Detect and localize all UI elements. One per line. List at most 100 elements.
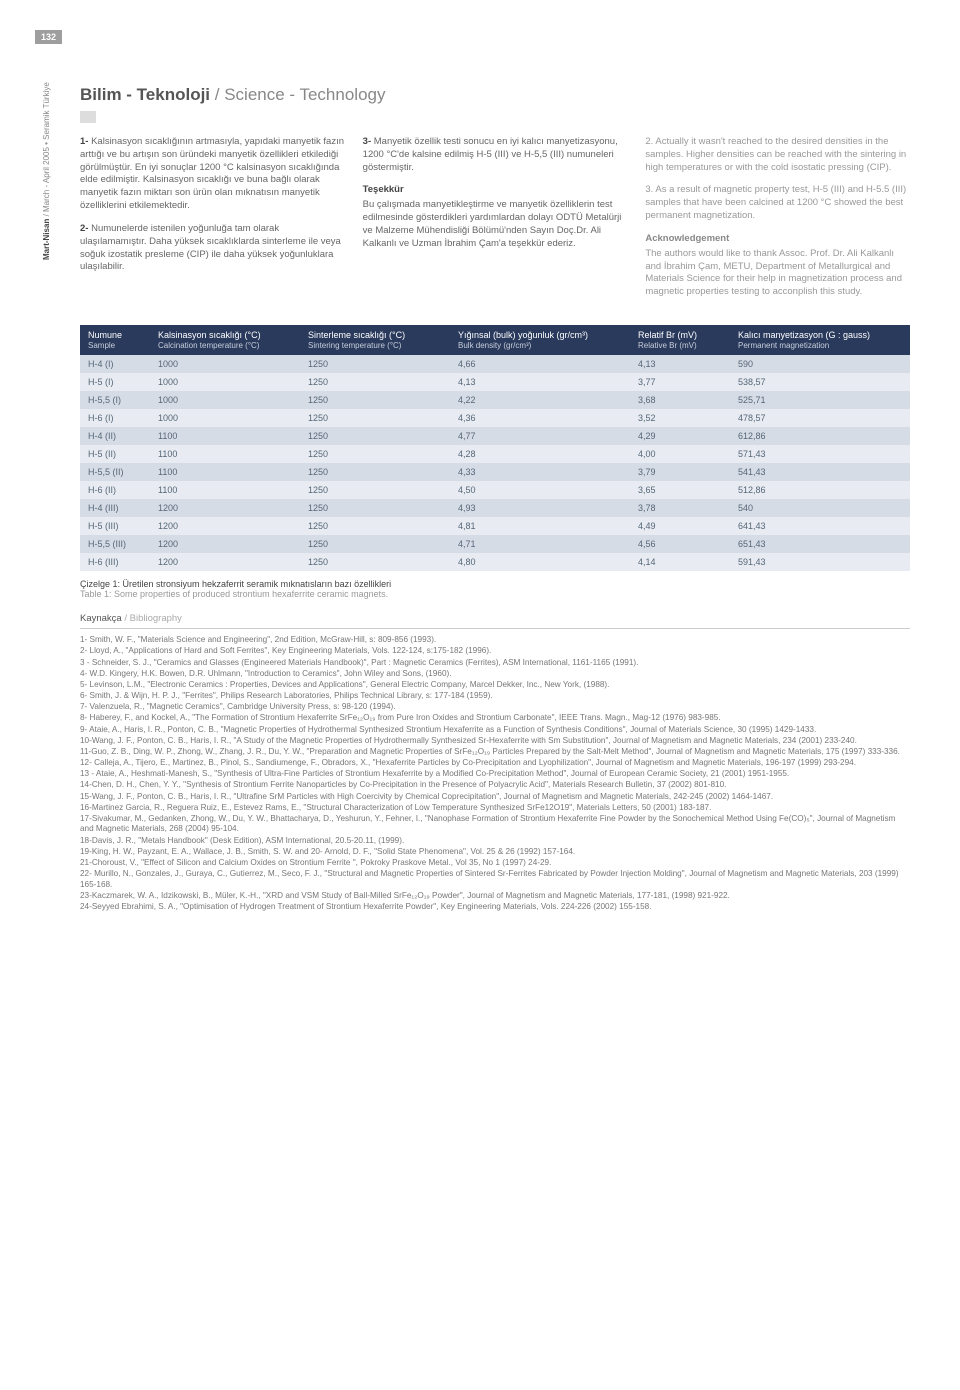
table-row: H-4 (III)120012504,933,78540 [80, 499, 910, 517]
bibliography-entry: 13 - Ataie, A., Heshmati-Manesh, S., "Sy… [80, 769, 910, 780]
bibliography-entry: 24-Seyyed Ebrahimi, S. A., "Optimisation… [80, 902, 910, 913]
bibliography-entry: 16-Martinez Garcia, R., Reguera Ruiz, E.… [80, 803, 910, 814]
table-cell: 1000 [150, 373, 300, 391]
data-table: NumuneSampleKalsinasyon sıcaklığı (°C)Ca… [80, 325, 910, 571]
table-cell: 540 [730, 499, 910, 517]
table-cell: 1100 [150, 445, 300, 463]
table-cell: 4,77 [450, 427, 630, 445]
table-cell: 4,80 [450, 553, 630, 571]
table-cell: 1250 [300, 553, 450, 571]
table-cell: H-6 (I) [80, 409, 150, 427]
table-header: Relatif Br (mV)Relative Br (mV) [630, 325, 730, 355]
table-header: Kalıcı manyetizasyon (G : gauss)Permanen… [730, 325, 910, 355]
table-cell: 1250 [300, 391, 450, 409]
table-cell: 590 [730, 355, 910, 373]
divider [80, 628, 910, 629]
bibliography-entry: 22- Murillo, N., Gonzales, J., Guraya, C… [80, 869, 910, 890]
table-cell: 4,71 [450, 535, 630, 553]
table-cell: 1200 [150, 535, 300, 553]
table-cell: 4,14 [630, 553, 730, 571]
bibliography-entry: 1- Smith, W. F., "Materials Science and … [80, 635, 910, 646]
table-cell: H-4 (III) [80, 499, 150, 517]
bibliography-entry: 15-Wang, J. F., Ponton, C. B., Haris, I.… [80, 792, 910, 803]
table-header: Yığınsal (bulk) yoğunluk (gr/cm³)Bulk de… [450, 325, 630, 355]
table-row: H-6 (II)110012504,503,65512,86 [80, 481, 910, 499]
table-cell: 4,29 [630, 427, 730, 445]
table-cell: H-5 (III) [80, 517, 150, 535]
table-header: NumuneSample [80, 325, 150, 355]
table-cell: H-6 (III) [80, 553, 150, 571]
bibliography-list: 1- Smith, W. F., "Materials Science and … [80, 635, 910, 912]
bibliography-entry: 4- W.D. Kingery, H.K. Bowen, D.R. Uhlman… [80, 669, 910, 680]
table-cell: 4,13 [630, 355, 730, 373]
table-row: H-5,5 (II)110012504,333,79541,43 [80, 463, 910, 481]
bibliography-entry: 17-Sivakumar, M., Gedanken, Zhong, W., D… [80, 814, 910, 835]
table-cell: 4,33 [450, 463, 630, 481]
table-cell: 1100 [150, 427, 300, 445]
page-number-badge: 132 [35, 30, 62, 44]
side-publication-info: Mart-Nisan / March - April 2005 • Serami… [42, 82, 51, 260]
table-row: H-5,5 (III)120012504,714,56651,43 [80, 535, 910, 553]
col-2: 3- Manyetik özellik testi sonucu en iyi … [363, 136, 628, 309]
table-cell: 4,22 [450, 391, 630, 409]
bibliography-entry: 3 - Schneider, S. J., "Ceramics and Glas… [80, 658, 910, 669]
table-row: H-5 (III)120012504,814,49641,43 [80, 517, 910, 535]
table-cell: H-6 (II) [80, 481, 150, 499]
table-cell: 3,68 [630, 391, 730, 409]
table-cell: H-5,5 (III) [80, 535, 150, 553]
table-cell: 1200 [150, 553, 300, 571]
table-cell: 4,00 [630, 445, 730, 463]
table-cell: 4,93 [450, 499, 630, 517]
table-row: H-6 (III)120012504,804,14591,43 [80, 553, 910, 571]
table-cell: 1250 [300, 409, 450, 427]
table-row: H-5,5 (I)100012504,223,68525,71 [80, 391, 910, 409]
table-cell: 1000 [150, 391, 300, 409]
table-cell: 1250 [300, 517, 450, 535]
bibliography-entry: 10-Wang, J. F., Ponton, C. B., Haris, I.… [80, 736, 910, 747]
table-cell: 4,28 [450, 445, 630, 463]
table-cell: H-5 (I) [80, 373, 150, 391]
table-cell: 571,43 [730, 445, 910, 463]
table-cell: 4,66 [450, 355, 630, 373]
table-row: H-5 (II)110012504,284,00571,43 [80, 445, 910, 463]
table-cell: 1250 [300, 427, 450, 445]
table-caption: Çizelge 1: Üretilen stronsiyum hekzaferr… [80, 579, 910, 599]
table-header: Sinterleme sıcaklığı (°C)Sintering tempe… [300, 325, 450, 355]
bibliography-entry: 7- Valenzuela, R., "Magnetic Ceramics", … [80, 702, 910, 713]
bibliography-entry: 5- Levinson, L.M., "Electronic Ceramics … [80, 680, 910, 691]
table-cell: 1250 [300, 355, 450, 373]
col-1: 1- Kalsinasyon sıcaklığının artmasıyla, … [80, 136, 345, 309]
table-cell: 4,50 [450, 481, 630, 499]
table-cell: 1250 [300, 481, 450, 499]
table-cell: H-5,5 (I) [80, 391, 150, 409]
table-row: H-6 (I)100012504,363,52478,57 [80, 409, 910, 427]
table-cell: 538,57 [730, 373, 910, 391]
table-cell: 1100 [150, 463, 300, 481]
table-cell: 478,57 [730, 409, 910, 427]
table-cell: 591,43 [730, 553, 910, 571]
table-cell: 1200 [150, 499, 300, 517]
table-cell: 3,52 [630, 409, 730, 427]
table-cell: 3,65 [630, 481, 730, 499]
table-cell: 1200 [150, 517, 300, 535]
table-cell: 4,49 [630, 517, 730, 535]
table-cell: 4,56 [630, 535, 730, 553]
table-cell: 1250 [300, 499, 450, 517]
table-cell: 1000 [150, 409, 300, 427]
bibliography-entry: 21-Choroust, V., "Effect of Silicon and … [80, 858, 910, 869]
table-cell: 1250 [300, 535, 450, 553]
bibliography-heading: Kaynakça / Bibliography [80, 613, 910, 624]
table-cell: H-5 (II) [80, 445, 150, 463]
bibliography-entry: 9- Ataie, A., Haris, I. R., Ponton, C. B… [80, 725, 910, 736]
table-cell: H-5,5 (II) [80, 463, 150, 481]
table-cell: 1250 [300, 445, 450, 463]
bibliography-entry: 6- Smith, J. & Wijn, H. P. J., "Ferrites… [80, 691, 910, 702]
bibliography-entry: 8- Haberey, F., and Kockel, A., "The For… [80, 713, 910, 724]
body-columns: 1- Kalsinasyon sıcaklığının artmasıyla, … [80, 136, 910, 309]
table-cell: 1250 [300, 373, 450, 391]
bibliography-entry: 11-Guo, Z. B., Ding, W. P., Zhong, W., Z… [80, 747, 910, 758]
bibliography-entry: 23-Kaczmarek, W. A., Idzikowski, B., Mül… [80, 891, 910, 902]
table-row: H-4 (II)110012504,774,29612,86 [80, 427, 910, 445]
table-cell: 612,86 [730, 427, 910, 445]
table-cell: 651,43 [730, 535, 910, 553]
